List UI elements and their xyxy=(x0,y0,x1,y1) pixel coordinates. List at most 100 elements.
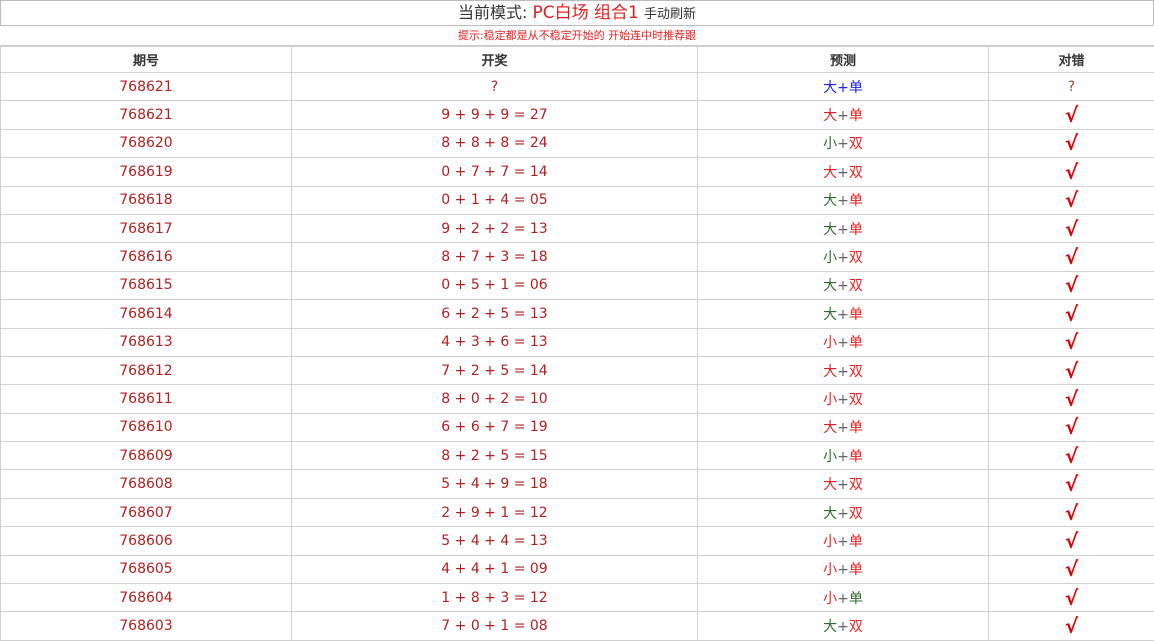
check-icon: √ xyxy=(989,584,1154,612)
prediction-size: 大 xyxy=(823,165,837,181)
issue-cell: 768621 xyxy=(1,73,292,101)
check-icon: √ xyxy=(989,612,1154,640)
table-row: 768610 6 + 6 + 7 = 19 大+单 √ xyxy=(1,413,1154,441)
prediction-parity: 单 xyxy=(849,193,863,209)
table-row: 768607 2 + 9 + 1 = 12 大+双 √ xyxy=(1,498,1154,526)
prediction-plus: + xyxy=(837,250,849,266)
prediction-parity: 单 xyxy=(849,562,863,578)
table-row: 768605 4 + 4 + 1 = 09 小+单 √ xyxy=(1,555,1154,583)
draw-cell: 7 + 0 + 1 = 08 xyxy=(292,612,698,640)
prediction-parity: 单 xyxy=(849,335,863,351)
prediction-size: 小 xyxy=(823,562,837,578)
draw-cell: 7 + 2 + 5 = 14 xyxy=(292,356,698,384)
draw-cell: 4 + 4 + 1 = 09 xyxy=(292,555,698,583)
prediction-parity: 单 xyxy=(849,222,863,238)
issue-cell: 768619 xyxy=(1,158,292,186)
prediction-plus: + xyxy=(837,193,849,209)
prediction-size: 大 xyxy=(823,307,837,323)
col-issue: 期号 xyxy=(1,47,292,73)
draw-cell: 8 + 8 + 8 = 24 xyxy=(292,129,698,157)
check-icon: √ xyxy=(989,271,1154,299)
check-icon: √ xyxy=(989,214,1154,242)
prediction-parity: 单 xyxy=(849,307,863,323)
issue-cell: 768607 xyxy=(1,498,292,526)
table-row: 768620 8 + 8 + 8 = 24 小+双 √ xyxy=(1,129,1154,157)
prediction-plus: + xyxy=(837,477,849,493)
check-icon: √ xyxy=(989,470,1154,498)
table-row: 768613 4 + 3 + 6 = 13 小+单 √ xyxy=(1,328,1154,356)
issue-cell: 768610 xyxy=(1,413,292,441)
check-icon: √ xyxy=(989,129,1154,157)
table-row: 768617 9 + 2 + 2 = 13 大+单 √ xyxy=(1,214,1154,242)
check-icon: √ xyxy=(989,413,1154,441)
prediction-cell: 小+双 xyxy=(698,243,989,271)
draw-cell: 8 + 2 + 5 = 15 xyxy=(292,442,698,470)
prediction-size: 小 xyxy=(823,449,837,465)
prediction-size: 小 xyxy=(823,392,837,408)
prediction-parity: 双 xyxy=(849,619,863,635)
hint-text: 提示:稳定都是从不稳定开始的 开始连中时推荐跟 xyxy=(0,26,1154,46)
issue-cell: 768611 xyxy=(1,385,292,413)
prediction-size: 大 xyxy=(823,477,837,493)
draw-cell: 2 + 9 + 1 = 12 xyxy=(292,498,698,526)
prediction-plus: + xyxy=(837,80,849,96)
prediction-cell: 大+双 xyxy=(698,158,989,186)
prediction-parity: 双 xyxy=(849,165,863,181)
prediction-cell: 小+单 xyxy=(698,442,989,470)
prediction-plus: + xyxy=(837,307,849,323)
prediction-cell: 大+单 xyxy=(698,300,989,328)
prediction-parity: 单 xyxy=(849,591,863,607)
prediction-size: 大 xyxy=(823,222,837,238)
prediction-size: 大 xyxy=(823,80,837,96)
check-icon: √ xyxy=(989,101,1154,129)
prediction-plus: + xyxy=(837,562,849,578)
issue-cell: 768612 xyxy=(1,356,292,384)
prediction-parity: 双 xyxy=(849,278,863,294)
prediction-plus: + xyxy=(837,506,849,522)
table-row: 768616 8 + 7 + 3 = 18 小+双 √ xyxy=(1,243,1154,271)
prediction-plus: + xyxy=(837,278,849,294)
prediction-size: 小 xyxy=(823,250,837,266)
prediction-cell: 大+单 xyxy=(698,214,989,242)
table-row: 768621 ? 大+单 ? xyxy=(1,73,1154,101)
issue-cell: 768617 xyxy=(1,214,292,242)
prediction-plus: + xyxy=(837,165,849,181)
table-row: 768603 7 + 0 + 1 = 08 大+双 √ xyxy=(1,612,1154,640)
prediction-cell: 小+单 xyxy=(698,555,989,583)
prediction-parity: 单 xyxy=(849,108,863,124)
check-icon: √ xyxy=(989,555,1154,583)
issue-cell: 768618 xyxy=(1,186,292,214)
mode-title: 当前模式: PC白场 组合1 手动刷新 xyxy=(0,0,1154,26)
table-row: 768614 6 + 2 + 5 = 13 大+单 √ xyxy=(1,300,1154,328)
col-result: 对错 xyxy=(989,47,1154,73)
issue-cell: 768613 xyxy=(1,328,292,356)
check-icon: √ xyxy=(989,328,1154,356)
prediction-cell: 小+双 xyxy=(698,129,989,157)
issue-cell: 768621 xyxy=(1,101,292,129)
issue-cell: 768609 xyxy=(1,442,292,470)
issue-cell: 768606 xyxy=(1,527,292,555)
check-icon: √ xyxy=(989,186,1154,214)
table-row: 768609 8 + 2 + 5 = 15 小+单 √ xyxy=(1,442,1154,470)
table-row: 768608 5 + 4 + 9 = 18 大+双 √ xyxy=(1,470,1154,498)
refresh-link[interactable]: 手动刷新 xyxy=(644,7,696,22)
draw-cell: 0 + 1 + 4 = 05 xyxy=(292,186,698,214)
prediction-plus: + xyxy=(837,335,849,351)
prediction-parity: 双 xyxy=(849,136,863,152)
table-row: 768611 8 + 0 + 2 = 10 小+双 √ xyxy=(1,385,1154,413)
prediction-plus: + xyxy=(837,591,849,607)
table-row: 768606 5 + 4 + 4 = 13 小+单 √ xyxy=(1,527,1154,555)
table-row: 768604 1 + 8 + 3 = 12 小+单 √ xyxy=(1,584,1154,612)
prediction-plus: + xyxy=(837,222,849,238)
prediction-parity: 双 xyxy=(849,364,863,380)
prediction-parity: 单 xyxy=(849,449,863,465)
prediction-parity: 单 xyxy=(849,80,863,96)
prediction-size: 大 xyxy=(823,420,837,436)
prediction-size: 小 xyxy=(823,335,837,351)
prediction-parity: 双 xyxy=(849,477,863,493)
draw-cell: 5 + 4 + 9 = 18 xyxy=(292,470,698,498)
issue-cell: 768603 xyxy=(1,612,292,640)
check-icon: √ xyxy=(989,527,1154,555)
check-icon: √ xyxy=(989,158,1154,186)
prediction-plus: + xyxy=(837,420,849,436)
